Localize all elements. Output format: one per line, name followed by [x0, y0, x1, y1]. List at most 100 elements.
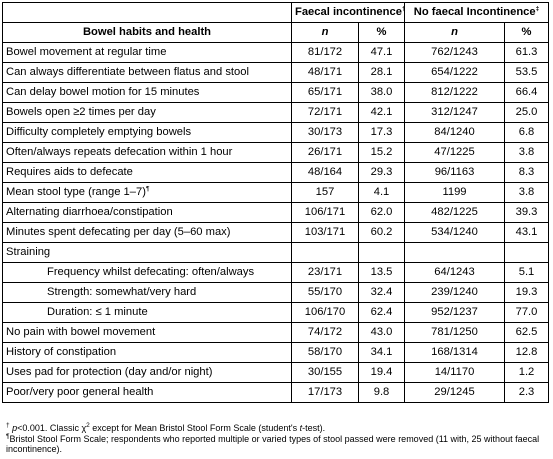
no-faecal-n-header: n	[404, 22, 505, 43]
row-label: Poor/very poor general health	[2, 382, 292, 403]
no-faecal-percent-cell: 12.8	[503, 342, 550, 363]
faecal-percent-cell: 62.4	[358, 302, 405, 323]
no-faecal-incontinence-mark: ‡	[535, 5, 540, 13]
table-row: Requires aids to defecate 48/164 29.3 96/11…	[2, 162, 550, 183]
faecal-n-cell: 106/171	[291, 202, 359, 223]
no-faecal-percent-cell: 43.1	[503, 222, 550, 243]
no-faecal-percent-cell: 25.0	[503, 102, 550, 123]
faecal-n-cell: 81/172	[291, 42, 359, 63]
faecal-percent-cell: 9.8	[358, 382, 405, 403]
no-faecal-n-cell: 482/1225	[404, 202, 505, 223]
footnote-1-text-a: <0.001. Classic χ	[17, 423, 87, 433]
faecal-percent-cell	[358, 242, 405, 263]
no-faecal-n-cell: 47/1225	[404, 142, 505, 163]
no-faecal-n-cell: 534/1240	[404, 222, 505, 243]
table-row: Strength: somewhat/very hard 55/170 32.4 23…	[2, 282, 550, 303]
no-faecal-n-cell: 239/1240	[404, 282, 505, 303]
group-header-row: Faecal incontinence† No faecal Incontine…	[2, 2, 550, 23]
no-faecal-percent-cell: 8.3	[503, 162, 550, 183]
footnote-1-text-c: -test).	[302, 423, 326, 433]
faecal-n-header: n	[291, 22, 359, 43]
no-faecal-percent-cell: 1.2	[503, 362, 550, 383]
faecal-n-cell: 30/155	[291, 362, 359, 383]
row-label: Duration: ≤ 1 minute	[2, 302, 292, 323]
faecal-percent-cell: 19.4	[358, 362, 405, 383]
no-faecal-percent-header: %	[503, 22, 550, 43]
row-label: Requires aids to defecate	[2, 162, 292, 183]
table-row: Mean stool type (range 1–7)¶ 157 4.1 1199 3.…	[2, 182, 550, 203]
faecal-incontinence-mark: †	[402, 5, 404, 13]
no-faecal-n-cell: 168/1314	[404, 342, 505, 363]
faecal-n-cell: 23/171	[291, 262, 359, 283]
table-body: Bowel movement at regular time 81/172 47.1…	[2, 42, 550, 403]
no-faecal-n-cell: 29/1245	[404, 382, 505, 403]
faecal-n-cell: 48/171	[291, 62, 359, 83]
no-faecal-percent-cell: 3.8	[503, 142, 550, 163]
row-label: Minutes spent defecating per day (5–60 m…	[2, 222, 292, 243]
no-faecal-percent-cell: 53.5	[503, 62, 550, 83]
table-row: Poor/very poor general health 17/173 9.8 29…	[2, 382, 550, 403]
row-label: Straining	[2, 242, 292, 263]
faecal-percent-cell: 43.0	[358, 322, 405, 343]
faecal-n-cell: 72/171	[291, 102, 359, 123]
row-label: Uses pad for protection (day and/or nigh…	[2, 362, 292, 383]
no-faecal-percent-cell: 62.5	[503, 322, 550, 343]
blank-header-cell	[2, 2, 292, 23]
no-faecal-n-cell: 762/1243	[404, 42, 505, 63]
footnote-1-text-b: except for Mean Bristol Stool Form Scale…	[89, 423, 300, 433]
no-faecal-n-cell: 312/1247	[404, 102, 505, 123]
faecal-percent-cell: 62.0	[358, 202, 405, 223]
column-header-row: Bowel habits and health n % n %	[2, 22, 550, 43]
footnotes: † p<0.001. Classic χ2 except for Mean Br…	[6, 422, 546, 455]
row-label: Often/always repeats defecation within 1…	[2, 142, 292, 163]
faecal-n-cell: 26/171	[291, 142, 359, 163]
no-faecal-percent-cell: 39.3	[503, 202, 550, 223]
faecal-percent-cell: 29.3	[358, 162, 405, 183]
no-faecal-n-cell: 14/1170	[404, 362, 505, 383]
footnote-1: † p<0.001. Classic χ2 except for Mean Br…	[6, 422, 546, 434]
faecal-n-cell: 103/171	[291, 222, 359, 243]
no-faecal-n-cell: 96/1163	[404, 162, 505, 183]
footnote-1-p: p	[12, 423, 18, 433]
footnote-2: ¶Bristol Stool Form Scale; respondents w…	[6, 433, 546, 455]
footnote-1-mark: †	[6, 422, 10, 429]
faecal-incontinence-label: Faecal incontinence	[295, 6, 402, 18]
no-faecal-incontinence-header: No faecal Incontinence‡	[403, 2, 550, 23]
no-faecal-n-cell: 1199	[404, 182, 505, 203]
footnote-1-superscript: 2	[86, 422, 90, 429]
table-row: Minutes spent defecating per day (5–60 m…	[2, 222, 550, 243]
row-label: Can delay bowel motion for 15 minutes	[2, 82, 292, 103]
table-row: No pain with bowel movement 74/172 43.0 781…	[2, 322, 550, 343]
no-faecal-n-cell: 64/1243	[404, 262, 505, 283]
no-faecal-percent-cell: 77.0	[503, 302, 550, 323]
no-faecal-percent-cell: 2.3	[503, 382, 550, 403]
no-faecal-incontinence-label: No faecal Incontinence	[413, 6, 536, 18]
table-row: Uses pad for protection (day and/or nigh…	[2, 362, 550, 383]
no-faecal-percent-cell: 61.3	[503, 42, 550, 63]
table-row: Can delay bowel motion for 15 minutes 65/…	[2, 82, 550, 103]
no-faecal-percent-cell: 66.4	[503, 82, 550, 103]
faecal-n-cell: 65/171	[291, 82, 359, 103]
faecal-percent-cell: 13.5	[358, 262, 405, 283]
no-faecal-n-cell: 84/1240	[404, 122, 505, 143]
no-faecal-n-cell: 812/1222	[404, 82, 505, 103]
row-label: Can always differentiate between flatus …	[2, 62, 292, 83]
row-label: Frequency whilst defecating: often/alway…	[2, 262, 292, 283]
faecal-percent-header: %	[358, 22, 405, 43]
faecal-n-cell: 106/170	[291, 302, 359, 323]
footnote-reference-mark: ¶	[145, 185, 150, 193]
row-label: Alternating diarrhoea/constipation	[2, 202, 292, 223]
faecal-n-cell: 157	[291, 182, 359, 203]
faecal-percent-cell: 15.2	[358, 142, 405, 163]
faecal-percent-cell: 17.3	[358, 122, 405, 143]
faecal-percent-cell: 34.1	[358, 342, 405, 363]
faecal-percent-cell: 42.1	[358, 102, 405, 123]
no-faecal-percent-cell	[503, 242, 550, 263]
no-faecal-n-cell: 952/1237	[404, 302, 505, 323]
table-row: Straining	[2, 242, 550, 263]
table-row: Can always differentiate between flatus …	[2, 62, 550, 83]
bowel-habits-header: Bowel habits and health	[2, 22, 292, 43]
footnote-2-text: Bristol Stool Form Scale; respondents wh…	[6, 433, 540, 455]
row-label: Bowels open ≥2 times per day	[2, 102, 292, 123]
faecal-n-cell: 74/172	[291, 322, 359, 343]
